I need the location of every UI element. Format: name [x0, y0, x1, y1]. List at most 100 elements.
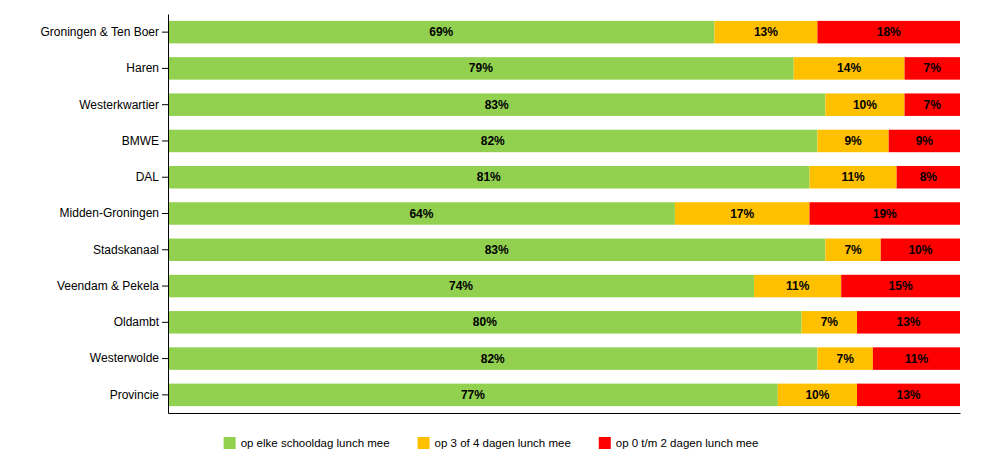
- data-label: 7%: [836, 352, 854, 366]
- data-label: 69%: [429, 25, 453, 39]
- bar: [168, 202, 675, 224]
- bar: [168, 166, 810, 188]
- series: [168, 21, 825, 406]
- bar: [889, 130, 960, 152]
- bar: [817, 21, 960, 43]
- bar: [754, 275, 841, 297]
- data-label: 13%: [754, 25, 778, 39]
- bar: [168, 311, 802, 333]
- data-label: 17%: [730, 207, 754, 221]
- data-label: 11%: [905, 352, 929, 366]
- data-label: 11%: [786, 279, 810, 293]
- data-label: 10%: [908, 243, 932, 257]
- bar: [841, 275, 960, 297]
- legend-item: op elke schooldag lunch mee: [224, 437, 390, 449]
- y-tick: Westerwolde: [90, 351, 168, 365]
- data-label: 7%: [844, 243, 862, 257]
- y-tick-label: BMWE: [122, 134, 159, 148]
- y-tick-mark: [162, 322, 168, 323]
- bar: [168, 21, 714, 43]
- y-tick-mark: [162, 286, 168, 287]
- y-tick-mark: [162, 177, 168, 178]
- y-tick-mark: [162, 394, 168, 395]
- legend-item: op 0 t/m 2 dagen lunch mee: [599, 437, 759, 449]
- data-label: 11%: [841, 170, 865, 184]
- data-label: 80%: [473, 315, 497, 329]
- legend-item: op 3 of 4 dagen lunch mee: [418, 437, 571, 449]
- legend-label: op 0 t/m 2 dagen lunch mee: [616, 437, 759, 449]
- data-label: 9%: [844, 134, 862, 148]
- y-tick: Stadskanaal: [93, 243, 168, 257]
- data-label: 13%: [897, 315, 921, 329]
- data-label: 82%: [481, 134, 505, 148]
- bar: [675, 202, 810, 224]
- data-label: 8%: [920, 170, 938, 184]
- legend-label: op elke schooldag lunch mee: [241, 437, 390, 449]
- bar: [778, 384, 857, 406]
- bar: [802, 311, 857, 333]
- y-tick: DAL: [136, 170, 168, 184]
- data-label: 83%: [485, 98, 509, 112]
- y-tick-mark: [162, 32, 168, 33]
- legend-swatch: [418, 437, 430, 449]
- data-label: 7%: [924, 61, 942, 75]
- data-label: 7%: [821, 315, 839, 329]
- y-tick: Provincie: [110, 388, 168, 402]
- bar: [825, 93, 904, 115]
- y-axis: Groningen & Ten Boer Haren Westerkwartier B…: [40, 15, 168, 414]
- bar: [905, 57, 960, 79]
- data-label: 10%: [853, 98, 877, 112]
- y-tick-mark: [162, 213, 168, 214]
- series-labels: 18%7%7%9%8%19%10%15%13%11%13%: [873, 25, 942, 402]
- bar: [905, 93, 960, 115]
- bar: [168, 384, 778, 406]
- data-label: 79%: [469, 61, 493, 75]
- legend: op elke schooldag lunch mee op 3 of 4 dag…: [224, 437, 759, 449]
- legend-label: op 3 of 4 dagen lunch mee: [435, 437, 571, 449]
- data-label: 74%: [449, 279, 473, 293]
- bar: [168, 347, 817, 369]
- data-label: 9%: [916, 134, 934, 148]
- y-tick-mark: [162, 104, 168, 105]
- y-tick-label: Veendam & Pekela: [57, 279, 159, 293]
- y-tick-label: DAL: [136, 170, 160, 184]
- x-axis-line: [169, 413, 961, 414]
- y-tick-mark: [162, 140, 168, 141]
- x-axis: [169, 413, 961, 414]
- bar: [857, 311, 960, 333]
- y-tick-label: Oldambt: [114, 315, 160, 329]
- y-tick-mark: [162, 249, 168, 250]
- data-label: 64%: [409, 207, 433, 221]
- bar: [817, 130, 888, 152]
- data-label: 81%: [477, 170, 501, 184]
- bar: [794, 57, 905, 79]
- data-label: 82%: [481, 352, 505, 366]
- data-labels: 69%79%83%82%81%64%83%74%80%82%77%13%14%1…: [409, 25, 941, 402]
- series: [810, 21, 960, 406]
- series-labels: 69%79%83%82%81%64%83%74%80%82%77%: [409, 25, 509, 402]
- bar: [857, 384, 960, 406]
- bar: [897, 166, 960, 188]
- bar: [881, 239, 960, 261]
- y-tick-mark: [162, 68, 168, 69]
- data-label: 19%: [873, 207, 897, 221]
- y-tick-label: Groningen & Ten Boer: [40, 25, 159, 39]
- data-label: 18%: [877, 25, 901, 39]
- y-tick: Groningen & Ten Boer: [40, 25, 168, 39]
- y-tick-label: Haren: [126, 61, 159, 75]
- bar: [810, 202, 960, 224]
- data-label: 13%: [897, 388, 921, 402]
- bars: [168, 21, 960, 406]
- y-tick-label: Midden-Groningen: [60, 206, 159, 220]
- y-tick-label: Westerwolde: [90, 351, 159, 365]
- y-tick-mark: [162, 358, 168, 359]
- chart: 69%79%83%82%81%64%83%74%80%82%77%13%14%1…: [0, 0, 982, 469]
- y-tick-label: Stadskanaal: [93, 243, 159, 257]
- bar: [168, 57, 794, 79]
- y-tick-label: Westerkwartier: [79, 98, 159, 112]
- bar: [168, 130, 817, 152]
- series-labels: 13%14%10%9%11%17%7%11%7%7%10%: [730, 25, 877, 402]
- bar: [873, 347, 960, 369]
- legend-swatch: [224, 437, 236, 449]
- data-label: 14%: [837, 61, 861, 75]
